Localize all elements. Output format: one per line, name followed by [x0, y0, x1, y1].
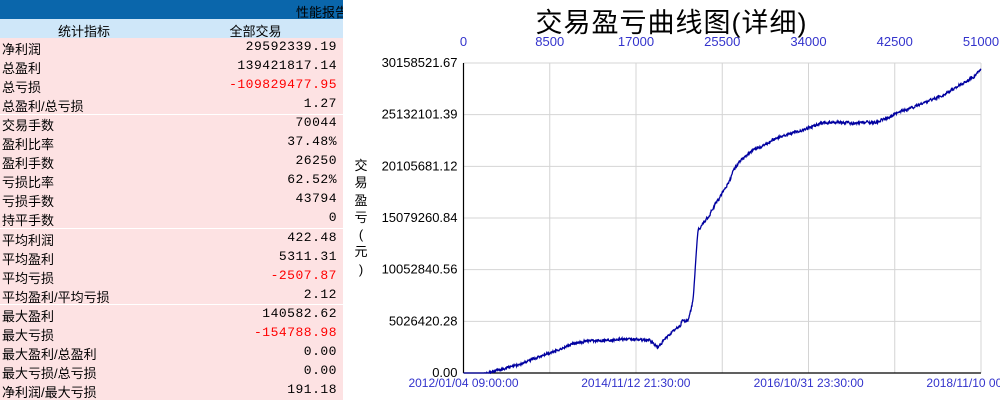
svg-text:30158521.67: 30158521.67 — [382, 55, 458, 70]
svg-text:15079260.84: 15079260.84 — [382, 210, 458, 225]
svg-text:2012/01/04 09:00:00: 2012/01/04 09:00:00 — [408, 376, 518, 390]
svg-text:2018/11/10 00:00:00: 2018/11/10 00:00:00 — [926, 376, 1000, 390]
svg-text:20105681.12: 20105681.12 — [382, 158, 458, 173]
svg-text:2014/11/12 21:30:00: 2014/11/12 21:30:00 — [581, 376, 691, 390]
svg-text:2016/10/31 23:30:00: 2016/10/31 23:30:00 — [754, 376, 864, 390]
svg-text:10052840.56: 10052840.56 — [382, 262, 458, 277]
svg-text:5026420.28: 5026420.28 — [389, 313, 458, 328]
svg-text:25132101.39: 25132101.39 — [382, 107, 458, 122]
